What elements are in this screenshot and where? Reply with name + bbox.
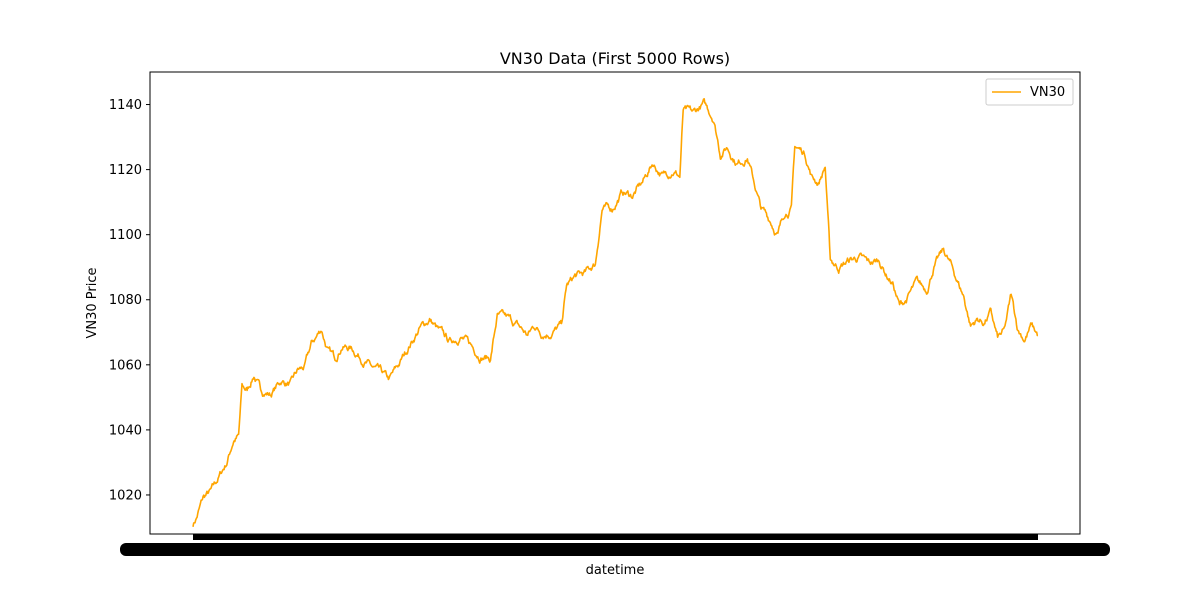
plot-area — [149, 71, 1081, 535]
legend: VN30 — [985, 78, 1074, 106]
y-axis-label: VN30 Price — [85, 267, 100, 338]
y-tick-label: 1020 — [109, 488, 142, 503]
x-axis-tick-band — [120, 534, 1110, 556]
y-tick-label: 1100 — [109, 228, 142, 243]
y-tick-label: 1080 — [109, 293, 142, 308]
y-tick-label: 1140 — [109, 98, 142, 113]
y-tick-label: 1060 — [109, 358, 142, 373]
x-tick-marks-band — [193, 534, 1038, 540]
chart-title: VN30 Data (First 5000 Rows) — [500, 49, 730, 68]
legend-label-vn30: VN30 — [1030, 85, 1065, 100]
x-tick-labels-band — [120, 543, 1110, 556]
series-line-vn30 — [192, 98, 1039, 527]
y-tick-label: 1120 — [109, 163, 142, 178]
y-axis: 1020 1040 1060 1080 1100 1120 1140 — [109, 98, 150, 503]
legend-box — [985, 78, 1074, 106]
y-tick-label: 1040 — [109, 423, 142, 438]
x-axis-label: datetime — [586, 563, 645, 578]
